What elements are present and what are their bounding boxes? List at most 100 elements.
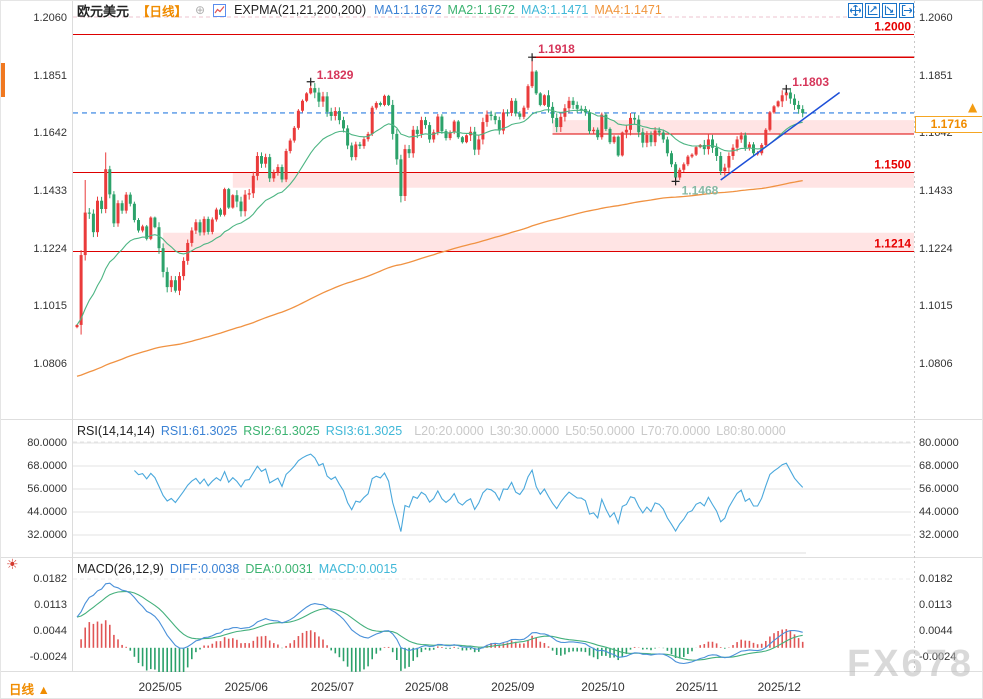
rsi-level-label: L20:20.0000	[414, 424, 484, 438]
candle-body	[473, 131, 477, 150]
candle-body	[452, 121, 456, 133]
candle-body	[686, 156, 690, 165]
rsi-tick-label: 56.0000	[919, 483, 959, 495]
month-label: 2025/12	[757, 680, 801, 694]
period-label: 【日线】	[137, 4, 188, 19]
sr-zone	[163, 232, 915, 252]
candle-body	[157, 227, 161, 249]
indicator-settings-icon[interactable]: ☀	[6, 557, 19, 573]
chart-header: 欧元美元 【日线】 ⊕ EXPMA(21,21,200,200) MA1:1.1…	[77, 2, 668, 19]
price-tick-label: 1.2060	[919, 12, 953, 24]
candle-body	[75, 324, 79, 328]
candle-body	[641, 132, 645, 143]
timeframe-selector[interactable]: 日线 ▲	[9, 683, 50, 697]
rsi-label[interactable]: RSI(14,14,14)	[77, 424, 155, 438]
candle-body	[444, 131, 448, 139]
candle-body	[497, 120, 501, 131]
candle-body	[518, 113, 522, 117]
macd-tick-label: -0.0024	[29, 650, 67, 663]
ema200-line	[76, 179, 803, 377]
candle-body	[715, 147, 719, 156]
candle-body	[313, 88, 317, 93]
candle-body	[383, 95, 386, 105]
current-price-value: 1.1716	[930, 117, 968, 132]
price-marker-cross	[306, 77, 315, 86]
month-label: 2025/10	[581, 680, 625, 694]
candle-body	[711, 139, 714, 148]
candle-body	[387, 95, 391, 105]
candle-body	[350, 145, 354, 158]
candle-body	[547, 95, 550, 107]
time-axis-bar: 日线 ▲ 2025/05 2025/06 2025/07 2025/08 2025/09…	[1, 672, 982, 698]
candle-body	[522, 107, 526, 117]
candle-body	[100, 200, 104, 209]
candle-body	[251, 175, 255, 194]
candle-body	[231, 195, 235, 208]
candle-body	[292, 127, 296, 141]
candle-body	[534, 71, 538, 94]
candle-body	[674, 164, 678, 178]
candle-body	[178, 276, 181, 291]
ma-values: MA1:1.1672 MA2:1.1672 MA3:1.1471 MA4:1.1471	[374, 3, 668, 17]
price-marker-cross	[671, 177, 680, 186]
axis-zoom-in-icon[interactable]	[865, 3, 880, 18]
axis-zoom-out-icon[interactable]	[882, 3, 897, 18]
candle-body	[788, 92, 792, 99]
rsi-level-label: L30:30.0000	[489, 424, 560, 438]
pan-icon[interactable]	[848, 3, 863, 18]
diff-line	[76, 582, 803, 665]
ma-value: MA3:1.1471	[520, 3, 589, 17]
macd-value: DEA:0.0031	[245, 562, 313, 576]
candle-body	[670, 153, 673, 165]
candle-body	[370, 107, 374, 134]
candle-body	[678, 169, 682, 178]
candle-body	[592, 129, 596, 132]
candle-body	[579, 108, 583, 110]
candle-body	[501, 112, 505, 131]
candle-body	[432, 132, 436, 140]
macd-value: MACD:0.0015	[318, 562, 398, 576]
candle-body	[690, 154, 694, 157]
candle-body	[198, 222, 202, 233]
candle-body	[510, 100, 514, 113]
mini-chart-icon[interactable]	[213, 3, 227, 17]
candle-body	[206, 218, 210, 232]
candle-body	[321, 96, 325, 102]
price-annotation: 1.1803	[792, 75, 829, 89]
candle-body	[83, 212, 87, 256]
rsi-level-label: L70:70.0000	[640, 424, 711, 438]
candle-body	[104, 169, 108, 209]
price-tick-label: 1.1015	[33, 300, 67, 313]
exit-right-icon[interactable]	[899, 3, 914, 18]
candle-body	[694, 147, 698, 155]
ema21-line	[76, 109, 803, 326]
circle-plus-icon[interactable]: ⊕	[195, 3, 206, 17]
sr-zone	[232, 172, 915, 188]
rsi-tick-label: 80.0000	[27, 437, 67, 449]
candle-body	[223, 189, 227, 215]
candle-body	[346, 128, 350, 146]
left-axis-divider	[72, 1, 73, 672]
candle-body	[120, 203, 124, 211]
candle-body	[325, 96, 329, 112]
candle-body	[706, 139, 710, 150]
price-annotation: 1.1468	[682, 183, 719, 197]
candle-body	[264, 157, 268, 164]
indicator-name[interactable]: EXPMA(21,21,200,200)	[234, 3, 367, 17]
chart-toolbar	[848, 3, 914, 18]
candle-body	[141, 226, 145, 231]
macd-label[interactable]: MACD(26,12,9)	[77, 562, 164, 576]
candle-body	[596, 129, 600, 138]
candle-body	[329, 111, 333, 116]
candle-body	[538, 93, 542, 105]
candle-body	[661, 132, 665, 140]
candle-body	[391, 104, 395, 134]
candle-body	[747, 144, 751, 148]
candle-body	[460, 137, 464, 143]
rsi-level-label: L80:80.0000	[716, 424, 786, 438]
candle-body	[735, 139, 739, 148]
candle-body	[132, 203, 136, 221]
candle-body	[723, 167, 727, 172]
candle-body	[362, 139, 366, 147]
